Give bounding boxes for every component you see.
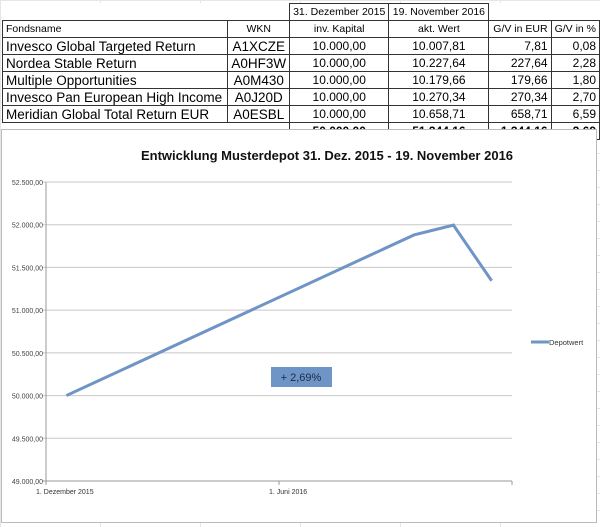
table-cell: A1XCZE (227, 37, 291, 55)
y-tick-label: 51.500,00 (12, 265, 43, 272)
column-header: WKN (227, 20, 291, 38)
table-row: Nordea Stable Return A0HF3W 10.000,00 10.22… (1, 54, 600, 72)
y-tick-label: 49.500,00 (12, 436, 43, 443)
column-header: Fondsname (1, 20, 229, 38)
y-tick-label: 51.000,00 (12, 308, 43, 315)
table-cell: 179,66 (488, 71, 552, 89)
table-cell: 0,08 (550, 37, 600, 55)
header-row: Fondsname WKN inv. Kapital akt. Wert G/V in … (1, 20, 600, 38)
table-cell: Multiple Opportunities (1, 71, 229, 89)
date-header-end: 19. November 2016 (388, 3, 490, 21)
table-cell: 7,81 (488, 37, 552, 55)
column-header: inv. Kapital (289, 20, 390, 38)
x-tick-label: 1. Dezember 2015 (36, 489, 94, 496)
y-tick-label: 49.000,00 (12, 479, 43, 486)
table-cell: Invesco Global Targeted Return (1, 37, 229, 55)
table-cell: 10.000,00 (289, 54, 390, 72)
table-cell: 10.000,00 (289, 71, 390, 89)
table-row: Invesco Global Targeted Return A1XCZE 10.0… (1, 37, 600, 55)
table-cell: Nordea Stable Return (1, 54, 229, 72)
x-tick-label: 1. Juni 2016 (269, 489, 307, 496)
table-cell: 10.000,00 (289, 37, 390, 55)
table-cell: 10.658,71 (388, 105, 490, 123)
column-header: akt. Wert (388, 20, 490, 38)
table-cell: 227,64 (488, 54, 552, 72)
table-cell: 270,34 (488, 88, 552, 106)
table-cell: A0ESBL (227, 105, 291, 123)
series-line-depotwert (65, 223, 493, 397)
y-tick-label: 50.500,00 (12, 351, 43, 358)
y-tick-label: 52.000,00 (12, 223, 43, 230)
column-header: G/V in EUR (488, 20, 552, 38)
table-cell: 10.000,00 (289, 105, 390, 123)
annotation-box (271, 367, 332, 387)
table-cell: 6,59 (550, 105, 600, 123)
table-row: Meridian Global Total Return EUR A0ESBL 10… (1, 105, 600, 123)
date-header-start: 31. Dezember 2015 (289, 3, 390, 21)
chart-area: Entwicklung Musterdepot 31. Dez. 2015 - … (1, 129, 597, 523)
column-header: G/V in % (550, 20, 600, 38)
table-cell: A0J20D (227, 88, 291, 106)
table-cell: 10.270,34 (388, 88, 490, 106)
y-tick-label: 52.500,00 (12, 180, 43, 187)
table-cell: Invesco Pan European High Income (1, 88, 229, 106)
table-cell: 10.007,81 (388, 37, 490, 55)
table-cell: 658,71 (488, 105, 552, 123)
table-cell: A0HF3W (227, 54, 291, 72)
y-tick-label: 50.000,00 (12, 394, 43, 401)
annotation-text: + 2,69% (281, 372, 322, 384)
table-cell: A0M430 (227, 71, 291, 89)
table-row: Multiple Opportunities A0M430 10.000,00 10.… (1, 71, 600, 89)
legend-label: Depotwert (549, 338, 584, 347)
portfolio-table: 31. Dezember 2015 19. November 2016 Fond… (1, 3, 600, 140)
table-cell: 10.227,64 (388, 54, 490, 72)
table-cell: 10.179,66 (388, 71, 490, 89)
table-row: Invesco Pan European High Income A0J20D 10… (1, 88, 600, 106)
line-chart: Entwicklung Musterdepot 31. Dez. 2015 - … (12, 148, 584, 496)
table-cell: 2,70 (550, 88, 600, 106)
table-cell: 1,80 (550, 71, 600, 89)
table-cell: 2,28 (550, 54, 600, 72)
chart-title: Entwicklung Musterdepot 31. Dez. 2015 - … (141, 148, 513, 163)
table-cell: Meridian Global Total Return EUR (1, 105, 229, 123)
table-cell: 10.000,00 (289, 88, 390, 106)
